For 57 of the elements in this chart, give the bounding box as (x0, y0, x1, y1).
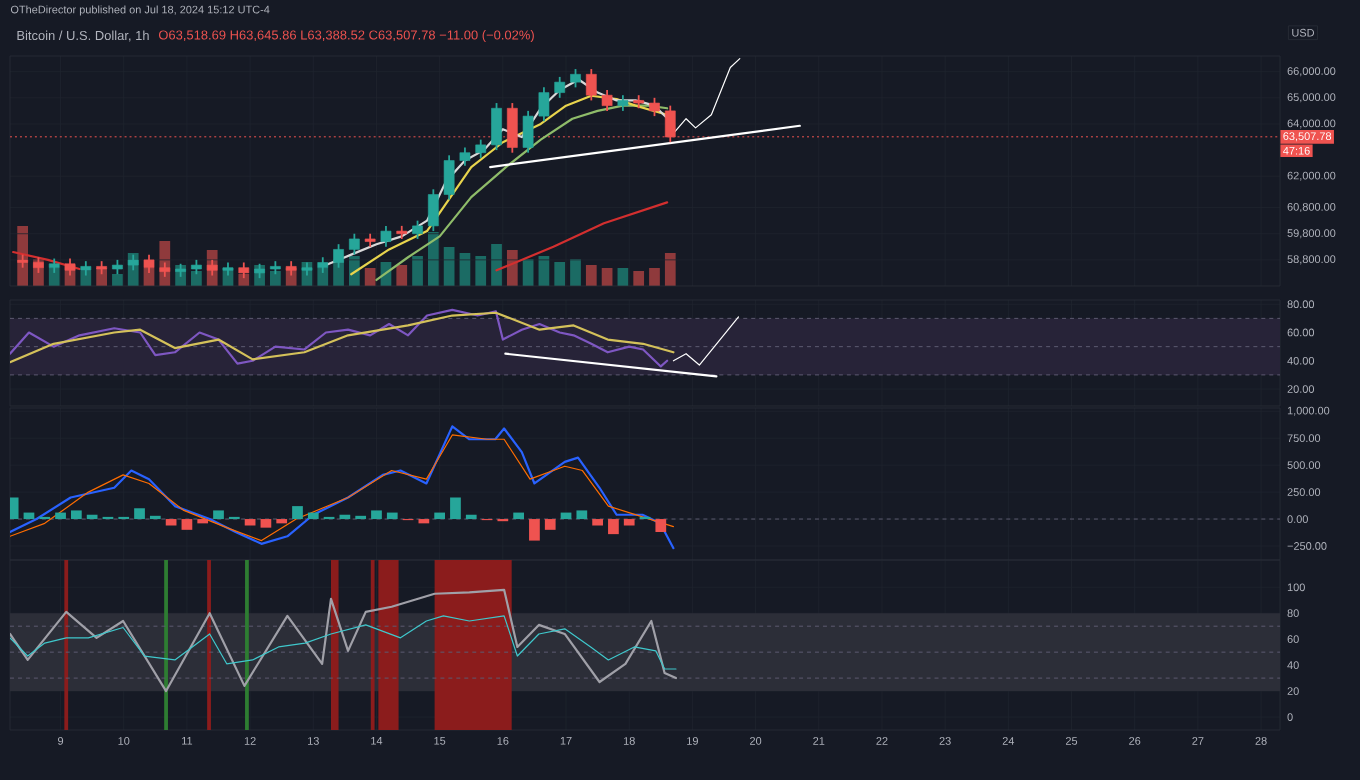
bar (292, 506, 303, 520)
bar (649, 268, 660, 287)
bar (396, 265, 408, 287)
bar (181, 519, 193, 530)
bar (576, 510, 588, 520)
line-series (672, 316, 740, 366)
bar (412, 256, 423, 287)
bar (443, 247, 455, 287)
bar (465, 514, 477, 520)
candlestick (522, 109, 534, 154)
bar (554, 262, 566, 287)
candlestick (459, 146, 471, 167)
bar (434, 512, 446, 520)
bar (633, 271, 645, 287)
bar (55, 512, 66, 520)
bar (307, 512, 319, 520)
bar (592, 519, 603, 526)
bar (475, 256, 487, 287)
bar (134, 508, 145, 520)
line-series (10, 588, 678, 693)
bar (585, 265, 597, 287)
candlestick (380, 224, 392, 248)
bar (364, 268, 376, 287)
candlestick (349, 232, 360, 256)
bar (544, 519, 556, 530)
candlestick (475, 138, 487, 159)
bar (450, 497, 461, 520)
bar (529, 519, 540, 541)
bar (427, 232, 439, 287)
line-series (10, 615, 677, 670)
bar (491, 244, 502, 287)
bar (213, 510, 224, 520)
bar (260, 519, 272, 528)
candlestick (412, 219, 423, 240)
bar (10, 497, 19, 520)
bar (513, 512, 525, 520)
bar (608, 519, 619, 535)
bar (623, 519, 635, 526)
bar (70, 510, 82, 520)
candlestick (570, 68, 581, 89)
bar (244, 519, 256, 526)
candlestick (427, 188, 439, 233)
candlestick (491, 102, 502, 151)
candlestick (554, 76, 566, 99)
candlestick (585, 68, 597, 102)
bar (570, 259, 581, 287)
candlestick (443, 154, 455, 201)
bar (86, 514, 98, 520)
bar (386, 512, 398, 520)
bar (371, 510, 382, 520)
bar (664, 253, 676, 287)
bar (165, 519, 177, 526)
bar (112, 274, 123, 287)
bar (655, 519, 667, 532)
candlestick (601, 89, 613, 112)
candlestick (538, 86, 550, 123)
candlestick (649, 96, 660, 118)
